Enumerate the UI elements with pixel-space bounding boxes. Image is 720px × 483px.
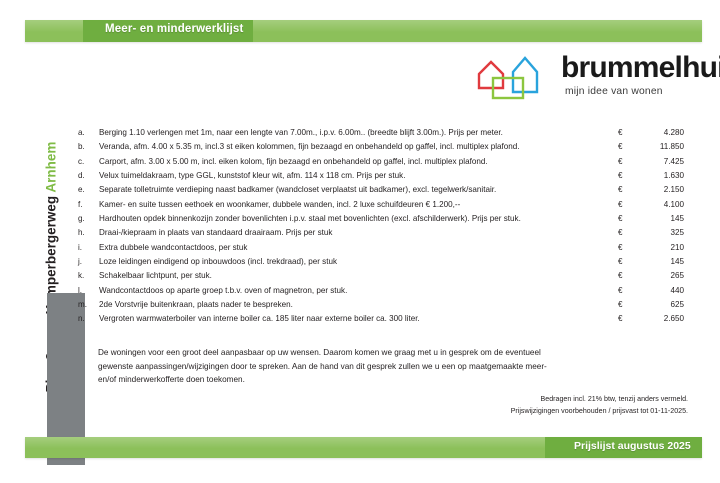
currency-symbol: €	[618, 156, 623, 166]
table-row: f. Kamer- en suite tussen eethoek en woon…	[78, 198, 684, 212]
currency-symbol: €	[618, 185, 623, 195]
sidebar: Plan 2 won. Kemperbergerweg Arnhem	[22, 45, 85, 465]
item-amount: 625	[670, 300, 684, 310]
item-amount: 4.100	[663, 199, 684, 209]
item-description: Separate tolletruimte verdieping naast b…	[99, 185, 497, 195]
table-row: g. Hardhouten opdek binnenkozijn zonder b…	[78, 212, 684, 226]
sidebar-photo-placeholder	[47, 293, 85, 465]
item-amount: 265	[670, 271, 684, 281]
page-title: Meer- en minderwerklijst	[105, 23, 244, 35]
item-amount: 2.150	[663, 185, 684, 195]
item-letter: i.	[78, 242, 83, 252]
currency-symbol: €	[618, 199, 623, 209]
item-letter: n.	[78, 314, 85, 324]
item-amount: 1.630	[663, 171, 684, 181]
item-amount: 145	[670, 214, 684, 224]
item-letter: g.	[78, 214, 85, 224]
item-letter: e.	[78, 185, 85, 195]
item-letter: c.	[78, 156, 85, 166]
price-list: a. Berging 1.10 verlengen met 1m, naar ee…	[78, 126, 684, 327]
item-description: Loze leidingen eindigend op inbouwdoos (…	[99, 257, 338, 267]
item-amount: 145	[670, 257, 684, 267]
item-description: Schakelbaar lichtpunt, per stuk.	[99, 271, 212, 281]
item-description: Vergroten warmwaterboiler van interne bo…	[99, 314, 420, 324]
table-row: b. Veranda, afm. 4.00 x 5.35 m, incl.3 st…	[78, 140, 684, 154]
item-letter: k.	[78, 271, 85, 281]
item-description: Wandcontactdoos op aparte groep t.b.v. o…	[99, 285, 348, 295]
logo-wordmark: brummelhuis	[561, 51, 720, 84]
item-letter: a.	[78, 128, 85, 137]
item-description: Berging 1.10 verlengen met 1m, naar een …	[99, 128, 503, 137]
item-letter: j.	[78, 257, 83, 267]
footer-band	[25, 437, 702, 458]
table-row: j. Loze leidingen eindigend op inbouwdoos…	[78, 255, 684, 269]
item-description: Extra dubbele wandcontactdoos, per stuk	[99, 242, 248, 252]
item-amount: 4.280	[663, 128, 684, 137]
brummelhuis-logo: brummelhuis mijn idee van wonen	[473, 50, 720, 102]
currency-symbol: €	[618, 300, 623, 310]
item-letter: b.	[78, 142, 85, 152]
fineprint-vat-line: Bedragen incl. 21% btw, tenzij anders ve…	[540, 395, 688, 403]
three-houses-icon	[473, 50, 555, 102]
currency-symbol: €	[618, 242, 623, 252]
fineprint: Bedragen incl. 21% btw, tenzij anders ve…	[358, 393, 688, 418]
table-row: n. Vergroten warmwaterboiler van interne …	[78, 312, 684, 326]
item-description: Hardhouten opdek binnenkozijn zonder bov…	[99, 214, 521, 224]
table-row: c. Carport, afm. 3.00 x 5.00 m, incl. eik…	[78, 155, 684, 169]
item-letter: f.	[78, 199, 83, 209]
item-letter: m.	[78, 300, 87, 310]
item-description: Carport, afm. 3.00 x 5.00 m, incl. eiken…	[99, 156, 488, 166]
header-title-block	[83, 20, 253, 42]
currency-symbol: €	[618, 128, 623, 137]
item-amount: 440	[670, 285, 684, 295]
currency-symbol: €	[618, 142, 623, 152]
item-description: 2de Vorstvrije buitenkraan, plaats nader…	[99, 300, 293, 310]
item-description: Velux tuimeldakraam, type GGL, kunststof…	[99, 171, 406, 181]
table-row: l. Wandcontactdoos op aparte groep t.b.v.…	[78, 284, 684, 298]
table-row: e. Separate tolletruimte verdieping naast…	[78, 183, 684, 197]
item-letter: h.	[78, 228, 85, 238]
currency-symbol: €	[618, 271, 623, 281]
item-letter: d.	[78, 171, 85, 181]
item-amount: 11.850	[659, 142, 684, 152]
item-description: Draai-/kiepraam in plaats van standaard …	[99, 228, 333, 238]
sidebar-city-label: Arnhem	[43, 141, 59, 193]
item-amount: 325	[670, 228, 684, 238]
table-row: a. Berging 1.10 verlengen met 1m, naar ee…	[78, 126, 684, 140]
table-row: m. 2de Vorstvrije buitenkraan, plaats nad…	[78, 298, 684, 312]
item-amount: 7.425	[663, 156, 684, 166]
item-amount: 2.650	[663, 314, 684, 324]
currency-symbol: €	[618, 228, 623, 238]
currency-symbol: €	[618, 214, 623, 224]
table-row: k. Schakelbaar lichtpunt, per stuk. €265	[78, 269, 684, 283]
footer-title: Prijslijst augustus 2025	[574, 440, 691, 452]
table-row: h. Draai-/kiepraam in plaats van standaar…	[78, 226, 684, 240]
intro-paragraph: De woningen voor een groot deel aanpasba…	[98, 348, 547, 385]
item-description: Kamer- en suite tussen eethoek en woonka…	[99, 199, 461, 209]
table-row: i. Extra dubbele wandcontactdoos, per stu…	[78, 241, 684, 255]
item-amount: 210	[670, 242, 684, 252]
currency-symbol: €	[618, 171, 623, 181]
currency-symbol: €	[618, 285, 623, 295]
fineprint-validity-line: Prijswijzigingen voorbehouden / prijsvas…	[510, 407, 688, 416]
logo-tagline: mijn idee van wonen	[565, 86, 663, 97]
footer-title-block	[545, 437, 702, 458]
item-letter: l.	[78, 285, 83, 295]
item-description: Veranda, afm. 4.00 x 5.35 m, incl.3 st e…	[99, 142, 520, 152]
currency-symbol: €	[618, 257, 623, 267]
currency-symbol: €	[618, 314, 623, 324]
table-row: d. Velux tuimeldakraam, type GGL, kunstst…	[78, 169, 684, 183]
